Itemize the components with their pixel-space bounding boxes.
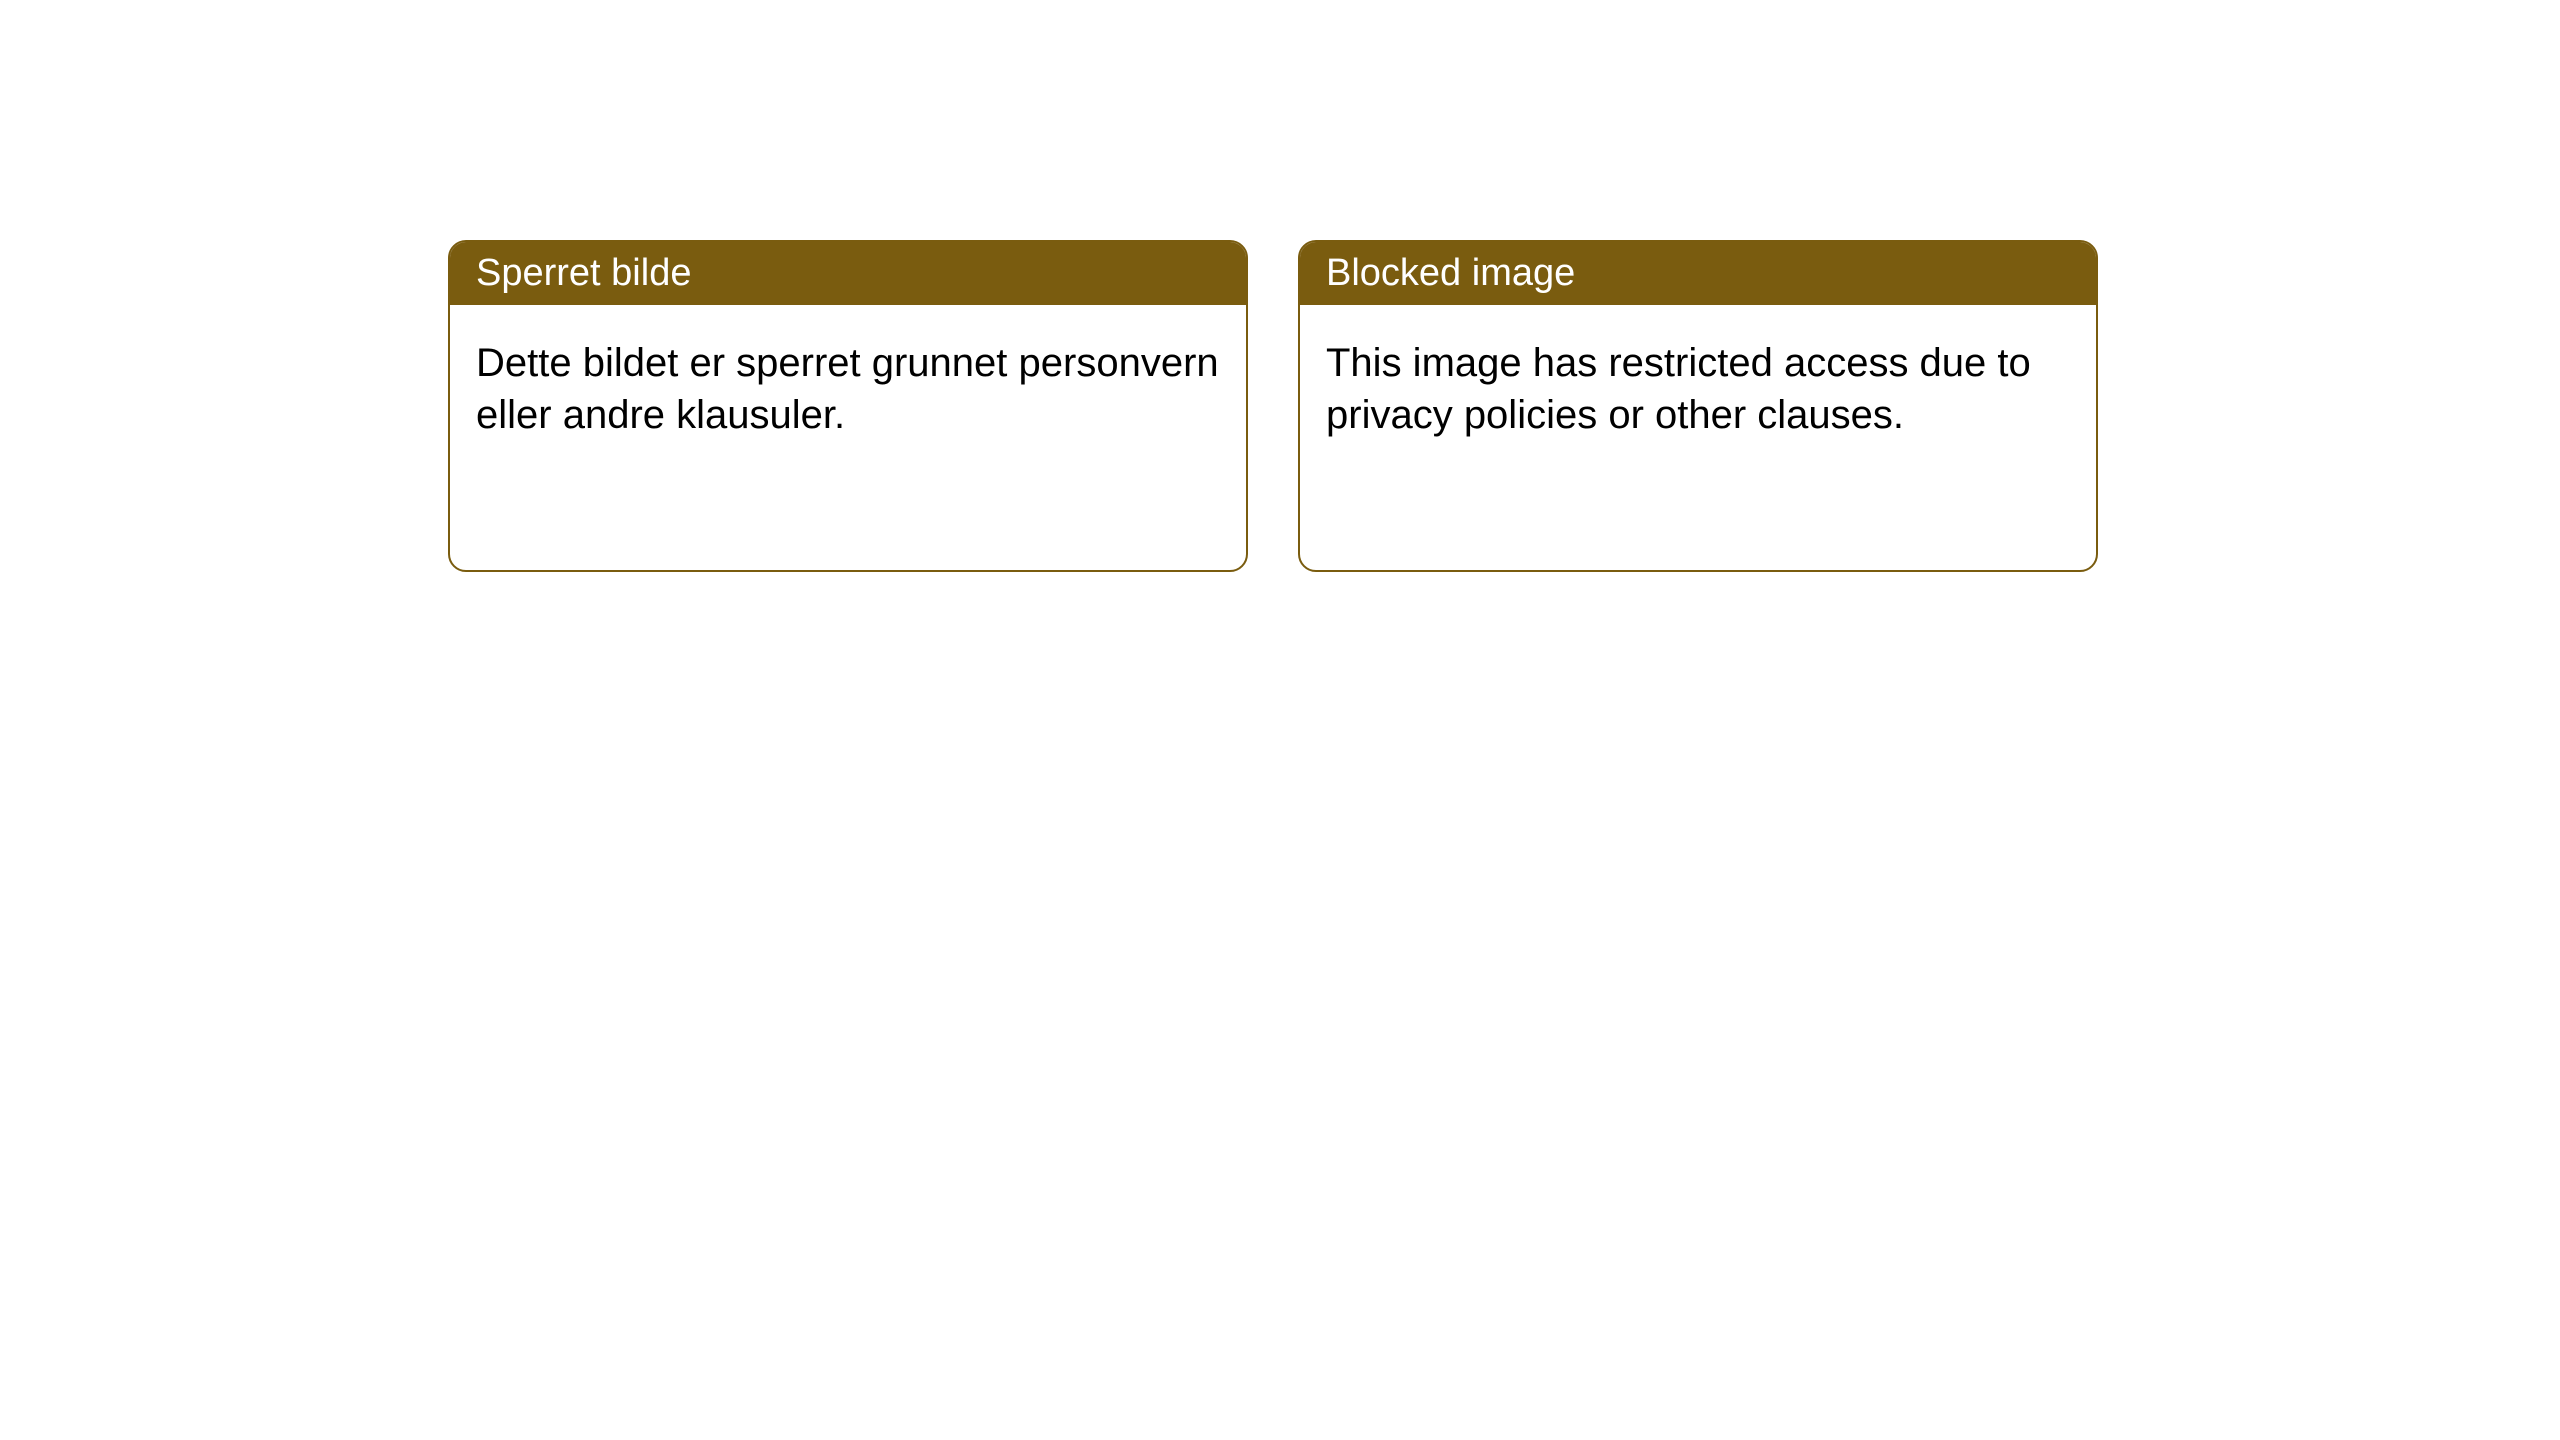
card-title: Sperret bilde	[476, 252, 691, 294]
blocked-image-cards-container: Sperret bilde Dette bildet er sperret gr…	[448, 240, 2098, 572]
card-body-text: This image has restricted access due to …	[1326, 341, 2031, 437]
card-title: Blocked image	[1326, 252, 1575, 294]
card-header: Sperret bilde	[450, 242, 1246, 305]
card-body: Dette bildet er sperret grunnet personve…	[450, 305, 1246, 473]
card-body-text: Dette bildet er sperret grunnet personve…	[476, 341, 1219, 437]
card-header: Blocked image	[1300, 242, 2096, 305]
blocked-image-card-english: Blocked image This image has restricted …	[1298, 240, 2098, 572]
blocked-image-card-norwegian: Sperret bilde Dette bildet er sperret gr…	[448, 240, 1248, 572]
card-body: This image has restricted access due to …	[1300, 305, 2096, 473]
